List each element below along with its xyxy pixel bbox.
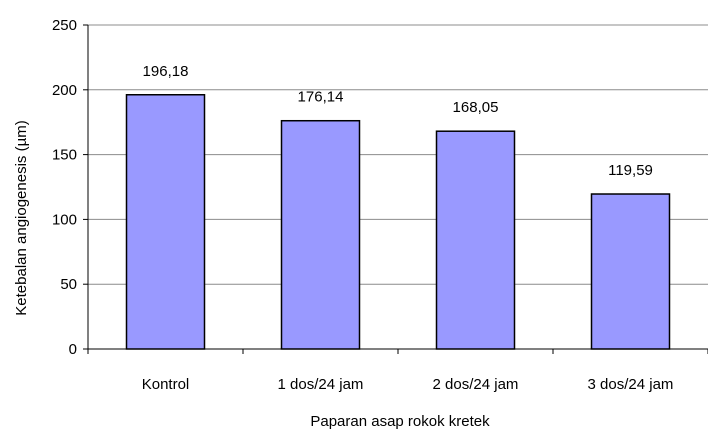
y-axis-title: Ketebalan angiogenesis (µm) (13, 120, 30, 315)
data-label: 119,59 (608, 162, 653, 179)
y-tick-label: 150 (52, 147, 77, 164)
data-label: 196,18 (143, 63, 189, 80)
axes (83, 24, 708, 354)
y-tick-label: 0 (69, 341, 77, 358)
bars (125, 94, 671, 350)
bar (125, 94, 206, 350)
x-tick-labels: Kontrol 1 dos/24 jam 2 dos/24 jam 3 dos/24 … (142, 376, 674, 393)
bar (435, 130, 516, 350)
data-label: 176,14 (298, 89, 344, 106)
x-axis-title: Paparan asap rokok kretek (310, 413, 490, 430)
y-tick-label: 200 (52, 82, 77, 99)
x-tick-label: 3 dos/24 jam (588, 376, 674, 393)
x-tick-label: Kontrol (142, 376, 190, 393)
data-label: 168,05 (453, 99, 499, 116)
bar (590, 193, 671, 350)
y-tick-label: 250 (52, 17, 77, 34)
x-tick-label: 2 dos/24 jam (433, 376, 519, 393)
y-tick-labels: 0 50 100 150 200 250 (52, 17, 77, 358)
x-tick-label: 1 dos/24 jam (278, 376, 364, 393)
bar (280, 119, 361, 350)
y-tick-label: 100 (52, 211, 77, 228)
y-tick-label: 50 (60, 276, 77, 293)
data-labels: 196,18 176,14 168,05 119,59 (143, 63, 653, 179)
